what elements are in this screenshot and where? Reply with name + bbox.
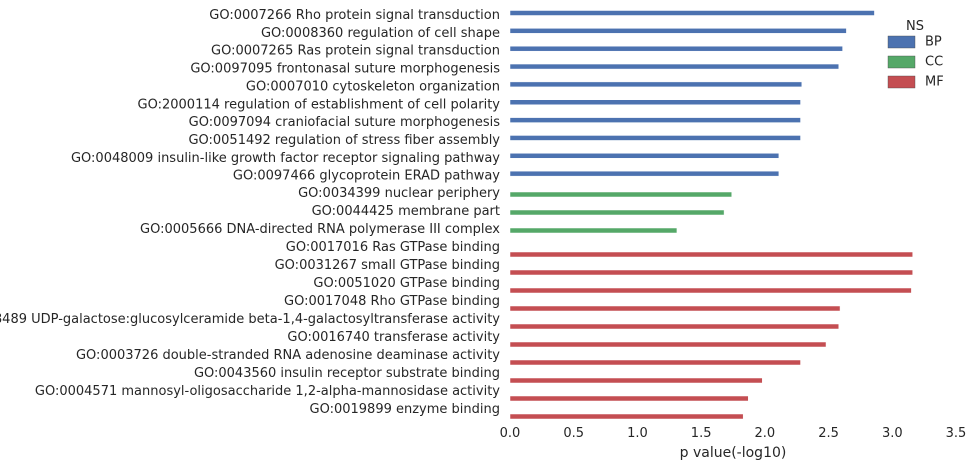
x-tick-label: 2.5 — [818, 426, 839, 441]
category-labels: GO:0007266 Rho protein signal transducti… — [0, 8, 500, 417]
category-label: GO:0097466 glycoprotein ERAD pathway — [233, 169, 500, 184]
bar-mf-20 — [509, 377, 763, 384]
category-label: GO:0031267 small GTPase binding — [275, 258, 500, 273]
x-tick-label: 2.0 — [755, 426, 776, 441]
bar-cc-10 — [509, 191, 732, 198]
bar-mf-17 — [509, 323, 840, 330]
category-label: GO:0097094 craniofacial suture morphogen… — [189, 115, 501, 130]
x-tick-label: 0.5 — [563, 426, 584, 441]
category-label: GO:0034399 nuclear periphery — [298, 186, 500, 201]
category-label: GO:0003726 double-stranded RNA adenosine… — [76, 348, 500, 363]
category-label: GO:0017048 Rho GTPase binding — [284, 294, 500, 309]
bar-mf-22 — [509, 413, 744, 420]
bar-mf-21 — [509, 395, 749, 402]
category-label: GO:0044425 membrane part — [312, 204, 500, 219]
x-tick-label: 1.5 — [691, 426, 712, 441]
bar-bp-7 — [509, 135, 801, 141]
legend-title: NS — [906, 19, 924, 34]
legend-swatch-cc — [887, 55, 916, 69]
category-label: GO:0051492 regulation of stress fiber as… — [188, 133, 500, 148]
legend-swatch-bp — [887, 35, 916, 49]
legend-swatch-mf — [887, 75, 916, 89]
bar-bp-0 — [509, 10, 875, 16]
bars-layer — [509, 10, 913, 420]
bar-bp-2 — [509, 45, 843, 52]
category-label: GO:0097095 frontonasal suture morphogene… — [190, 62, 500, 77]
category-label: GO:0051020 GTPase binding — [313, 276, 500, 291]
category-label: GO:0016740 transferase activity — [287, 330, 500, 345]
category-label: GO:0007010 cytoskeleton organization — [246, 79, 500, 94]
category-label: GO:0008489 UDP-galactose:glucosylceramid… — [0, 312, 500, 327]
bar-mf-13 — [509, 251, 913, 258]
bar-cc-11 — [509, 209, 725, 216]
category-label: GO:0019899 enzyme binding — [310, 402, 501, 417]
bar-cc-12 — [509, 227, 678, 234]
bar-mf-15 — [509, 287, 912, 294]
category-label: GO:0017016 Ras GTPase binding — [286, 240, 500, 255]
bar-bp-5 — [509, 99, 801, 105]
x-tick-label: 0.0 — [500, 426, 521, 441]
category-label: GO:0007265 Ras protein signal transducti… — [211, 44, 500, 59]
category-label: GO:0048009 insulin-like growth factor re… — [71, 151, 500, 166]
category-label: GO:0043560 insulin receptor substrate bi… — [194, 366, 500, 381]
bar-bp-1 — [509, 28, 847, 34]
bar-bp-9 — [509, 170, 780, 177]
bar-bp-4 — [509, 81, 803, 88]
bar-bp-6 — [509, 117, 801, 123]
bar-mf-19 — [509, 359, 801, 366]
legend-label-bp: BP — [925, 35, 942, 50]
x-tick-label: 1.0 — [627, 426, 648, 441]
category-label: GO:0007266 Rho protein signal transducti… — [209, 8, 500, 23]
x-axis: 0.0 0.5 1.0 1.5 2.0 2.5 3.0 3.5 — [500, 426, 967, 441]
category-label: GO:0008360 regulation of cell shape — [261, 26, 500, 41]
x-axis-title: p value(-log10) — [680, 445, 787, 461]
category-label: GO:2000114 regulation of establishment o… — [138, 97, 501, 112]
bar-mf-16 — [509, 305, 841, 312]
x-tick-label: 3.5 — [946, 426, 967, 441]
legend: NS BP CC MF — [887, 19, 944, 90]
bar-bp-8 — [509, 153, 780, 159]
category-label: GO:0004571 mannosyl-oligosaccharide 1,2-… — [35, 384, 500, 399]
x-tick-label: 3.0 — [882, 426, 903, 441]
bar-bp-3 — [509, 63, 840, 70]
legend-label-mf: MF — [925, 75, 944, 90]
category-label: GO:0005666 DNA-directed RNA polymerase I… — [140, 222, 500, 237]
bar-mf-18 — [509, 341, 827, 348]
bar-mf-14 — [509, 269, 913, 276]
legend-label-cc: CC — [925, 55, 943, 70]
